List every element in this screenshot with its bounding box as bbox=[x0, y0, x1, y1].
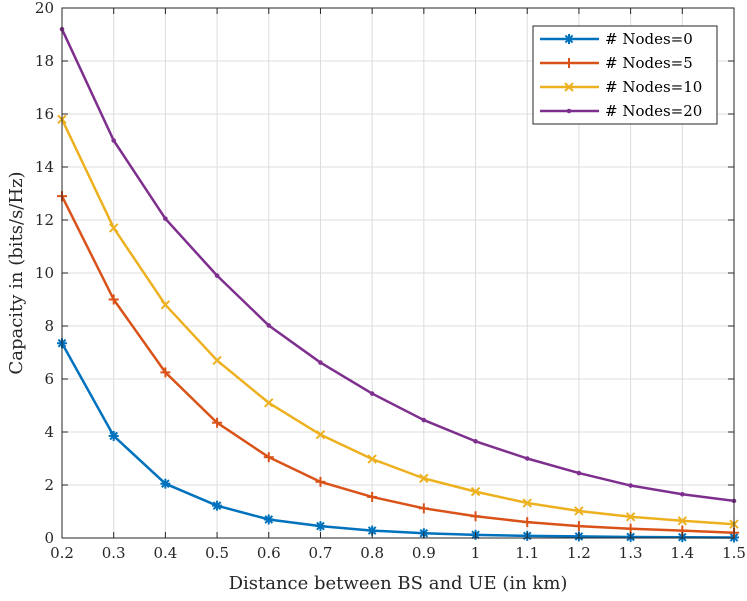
legend-marker bbox=[564, 82, 574, 92]
y-tick-label: 12 bbox=[35, 211, 54, 229]
data-point bbox=[470, 486, 481, 497]
data-point bbox=[367, 454, 377, 464]
x-tick-label: 0.5 bbox=[205, 544, 229, 562]
y-tick-label: 0 bbox=[44, 529, 54, 547]
y-tick-label: 14 bbox=[35, 158, 54, 176]
legend-label: # Nodes=0 bbox=[605, 30, 693, 48]
legend-label: # Nodes=10 bbox=[605, 78, 702, 96]
legend-item: # Nodes=5 bbox=[540, 54, 693, 72]
data-point bbox=[522, 498, 532, 508]
data-point bbox=[163, 216, 168, 221]
x-tick-label: 1.5 bbox=[722, 544, 746, 562]
y-axis-ticks: 0 2 4 6 8 10 12 14 16 18 20 bbox=[35, 0, 734, 547]
y-axis-label: Capacity in (bits/s/Hz) bbox=[6, 171, 27, 374]
data-point bbox=[214, 273, 220, 278]
data-point bbox=[108, 430, 119, 441]
data-point bbox=[315, 429, 326, 440]
data-point bbox=[318, 360, 323, 365]
data-point bbox=[160, 478, 171, 489]
legend-marker bbox=[564, 34, 574, 44]
data-point bbox=[264, 398, 274, 408]
data-point bbox=[418, 503, 429, 514]
legend-item: # Nodes=20 bbox=[540, 102, 702, 120]
data-point bbox=[625, 512, 636, 522]
data-point bbox=[573, 521, 584, 532]
data-point bbox=[108, 223, 119, 233]
data-point bbox=[111, 138, 116, 143]
data-point bbox=[369, 391, 375, 396]
series-1 bbox=[57, 338, 739, 543]
data-point bbox=[574, 506, 584, 516]
x-tick-label: 0.2 bbox=[50, 544, 74, 562]
data-point bbox=[680, 491, 685, 497]
y-tick-label: 4 bbox=[44, 423, 54, 441]
data-point bbox=[473, 438, 478, 444]
y-tick-label: 10 bbox=[35, 264, 54, 282]
y-tick-label: 18 bbox=[35, 52, 54, 70]
data-point bbox=[108, 294, 119, 305]
x-tick-label: 1.2 bbox=[567, 544, 591, 562]
legend-label: # Nodes=20 bbox=[605, 102, 702, 120]
data-point bbox=[367, 491, 378, 502]
data-point bbox=[524, 456, 530, 461]
data-point bbox=[315, 476, 326, 487]
legend: # Nodes=0 # Nodes=5 # Nodes=10 # Nodes=20 bbox=[532, 25, 718, 125]
y-tick-label: 8 bbox=[44, 317, 54, 335]
series-3 bbox=[57, 114, 739, 529]
x-tick-label: 1.1 bbox=[515, 544, 539, 562]
x-tick-label: 0.3 bbox=[102, 544, 126, 562]
y-tick-label: 20 bbox=[35, 0, 54, 17]
series-line bbox=[60, 28, 735, 503]
data-point bbox=[677, 516, 688, 526]
legend-item: # Nodes=0 bbox=[540, 30, 693, 48]
legend-label: # Nodes=5 bbox=[605, 54, 693, 72]
x-tick-label: 1.3 bbox=[619, 544, 643, 562]
data-point bbox=[628, 483, 633, 488]
data-point bbox=[315, 521, 326, 532]
x-axis-ticks: 0.2 0.3 0.4 0.5 0.6 0.7 0.8 0.9 1 1.1 1.2 1.3 1.4 1.5 bbox=[50, 8, 746, 562]
x-axis-label: Distance between BS and UE (in km) bbox=[229, 573, 568, 594]
series-line bbox=[60, 118, 735, 526]
legend-marker bbox=[566, 108, 572, 114]
data-point bbox=[266, 323, 272, 328]
data-point bbox=[419, 473, 429, 484]
x-tick-label: 0.7 bbox=[309, 544, 333, 562]
x-tick-label: 0.6 bbox=[257, 544, 281, 562]
data-point bbox=[263, 452, 274, 463]
data-point bbox=[522, 517, 533, 528]
data-point bbox=[212, 355, 222, 366]
series-line bbox=[60, 342, 735, 539]
x-tick-label: 0.4 bbox=[153, 544, 177, 562]
data-point bbox=[160, 300, 171, 310]
series-layer bbox=[57, 26, 739, 543]
legend-marker bbox=[564, 58, 574, 68]
x-tick-label: 0.8 bbox=[360, 544, 384, 562]
legend-item: # Nodes=10 bbox=[540, 78, 702, 96]
data-point bbox=[421, 417, 427, 423]
data-point bbox=[160, 367, 171, 378]
legend-box bbox=[532, 25, 718, 125]
data-point bbox=[470, 511, 481, 522]
x-tick-label: 0.9 bbox=[412, 544, 436, 562]
x-tick-label: 1.4 bbox=[670, 544, 694, 562]
series-line bbox=[60, 195, 735, 534]
x-tick-label: 1 bbox=[471, 544, 481, 562]
data-point bbox=[263, 514, 274, 525]
y-tick-label: 16 bbox=[35, 105, 54, 123]
y-tick-label: 6 bbox=[44, 370, 54, 388]
data-point bbox=[212, 417, 223, 428]
y-tick-label: 2 bbox=[44, 476, 54, 494]
data-point bbox=[212, 500, 223, 511]
data-point bbox=[576, 470, 582, 476]
